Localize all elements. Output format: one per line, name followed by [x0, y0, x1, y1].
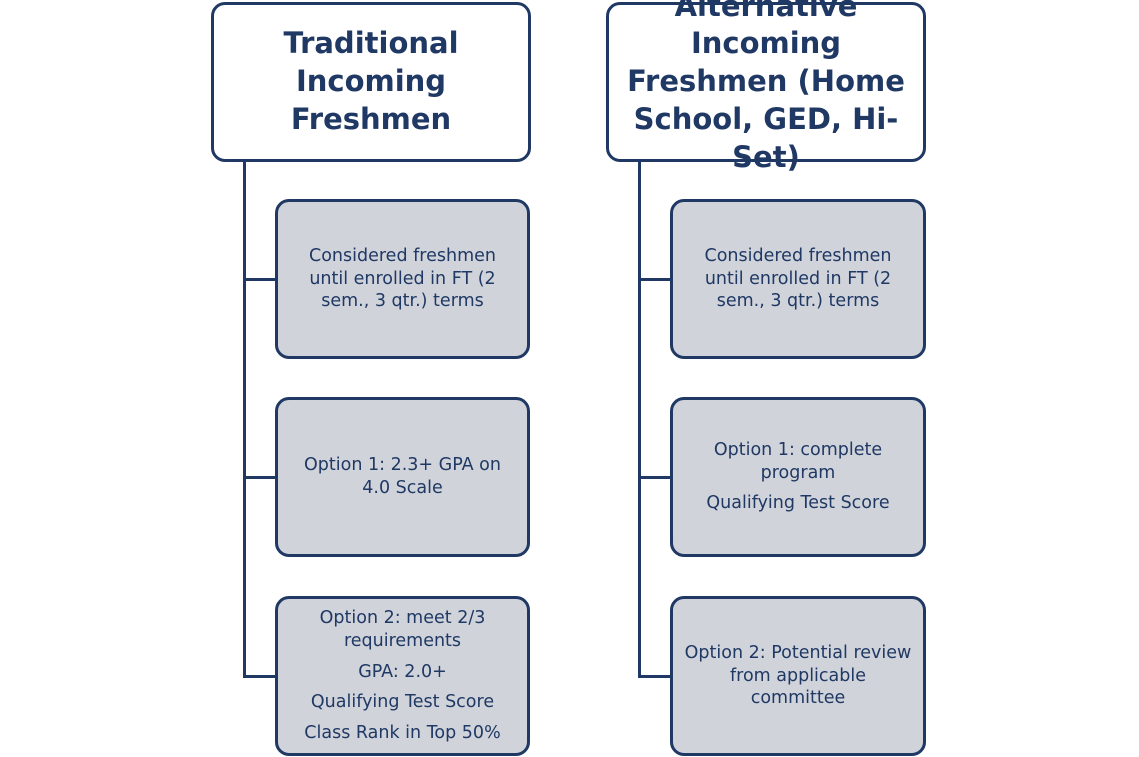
- connector-right-vertical: [638, 160, 641, 678]
- header-line: Traditional Incoming: [283, 26, 459, 99]
- box-text: Considered freshmen until enrolled in FT…: [704, 245, 892, 312]
- connector-left-3: [243, 675, 278, 678]
- connector-left-2: [243, 476, 278, 479]
- header-line: Freshmen (Home: [627, 64, 905, 99]
- alternative-freshmen-header: Alternative Incoming Freshmen (Home Scho…: [606, 0, 926, 174]
- traditional-option-2-box: Option 2: meet 2/3 requirements GPA: 2.0…: [275, 596, 530, 756]
- traditional-freshmen-header: Traditional Incoming Freshmen: [211, 2, 531, 162]
- traditional-option-1-box: Option 1: 2.3+ GPA on 4.0 Scale: [275, 397, 530, 557]
- connector-left-vertical: [243, 160, 246, 678]
- connector-left-1: [243, 278, 278, 281]
- alternative-option-2-box: Option 2: Potential review from applicab…: [670, 596, 926, 756]
- box-text: Considered freshmen until enrolled in FT…: [309, 245, 496, 312]
- header-line: Alternative Incoming: [674, 0, 858, 61]
- connector-right-1: [638, 278, 673, 281]
- box-text: Qualifying Test Score: [706, 493, 890, 514]
- alternative-freshmen-definition-box: Considered freshmen until enrolled in FT…: [670, 199, 926, 359]
- box-text: Option 1: complete program: [713, 439, 883, 483]
- alternative-option-1-box: Option 1: complete program Qualifying Te…: [670, 397, 926, 557]
- connector-right-2: [638, 476, 673, 479]
- header-line: School, GED, Hi-Set): [633, 101, 899, 174]
- box-text: Option 1: 2.3+ GPA on 4.0 Scale: [304, 455, 501, 498]
- box-text: Qualifying Test Score: [310, 692, 495, 713]
- traditional-freshmen-definition-box: Considered freshmen until enrolled in FT…: [275, 199, 530, 359]
- box-text: GPA: 2.0+: [358, 661, 447, 682]
- box-text: Option 2: meet 2/3 requirements: [319, 608, 486, 651]
- connector-right-3: [638, 675, 673, 678]
- box-text: Class Rank in Top 50%: [304, 723, 501, 744]
- box-text: Option 2: Potential review from applicab…: [684, 642, 912, 709]
- header-line: Freshmen: [290, 101, 452, 136]
